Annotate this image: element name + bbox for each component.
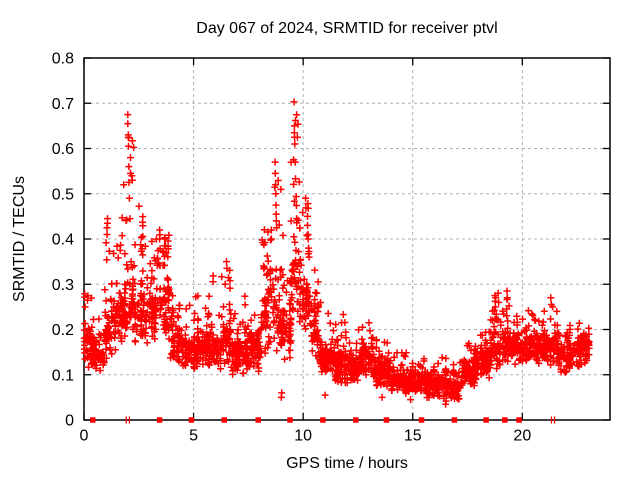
y-tick-label: 0.6 xyxy=(52,141,74,158)
y-axis-label: SRMTID / TECUs xyxy=(11,176,28,302)
y-tick-label: 0.8 xyxy=(52,51,74,68)
baseline-square-marker xyxy=(320,417,326,423)
x-tick-label: 0 xyxy=(80,428,89,445)
x-axis-label: GPS time / hours xyxy=(286,455,408,472)
y-tick-label: 0.7 xyxy=(52,96,74,113)
baseline-double-tick-marker xyxy=(550,416,553,424)
baseline-square-marker xyxy=(90,417,96,423)
baseline-event-markers xyxy=(90,416,556,424)
chart-title: Day 067 of 2024, SRMTID for receiver ptv… xyxy=(196,20,497,37)
scatter-points xyxy=(80,98,593,408)
y-tick-label: 0.3 xyxy=(52,277,74,294)
baseline-square-marker xyxy=(255,417,261,423)
baseline-square-marker xyxy=(451,417,458,423)
baseline-square-marker xyxy=(483,417,489,423)
baseline-square-marker xyxy=(221,417,228,423)
y-tick-label: 0.2 xyxy=(52,322,74,339)
y-tick-labels: 0 0.1 0.2 0.3 0.4 0.5 0.6 0.7 0.8 xyxy=(52,51,74,430)
baseline-square-marker xyxy=(156,417,163,423)
baseline-square-marker xyxy=(188,417,195,423)
baseline-square-marker xyxy=(383,417,390,423)
baseline-square-marker xyxy=(287,417,293,423)
baseline-square-marker xyxy=(353,417,359,423)
baseline-square-marker xyxy=(516,417,522,423)
y-tick-label: 0.1 xyxy=(52,367,74,384)
x-tick-label: 15 xyxy=(404,428,422,445)
y-tick-label: 0 xyxy=(65,413,74,430)
baseline-square-marker xyxy=(502,417,508,423)
baseline-square-marker xyxy=(418,417,425,423)
x-tick-label: 5 xyxy=(189,428,198,445)
baseline-double-tick-marker xyxy=(128,416,131,424)
y-tick-label: 0.5 xyxy=(52,186,74,203)
x-tick-label: 10 xyxy=(294,428,312,445)
x-tick-label: 20 xyxy=(513,428,531,445)
baseline-double-tick-marker xyxy=(553,416,556,424)
x-tick-labels: 0 5 10 15 20 xyxy=(80,428,532,445)
baseline-double-tick-marker xyxy=(125,416,127,424)
y-tick-label: 0.4 xyxy=(52,232,74,249)
